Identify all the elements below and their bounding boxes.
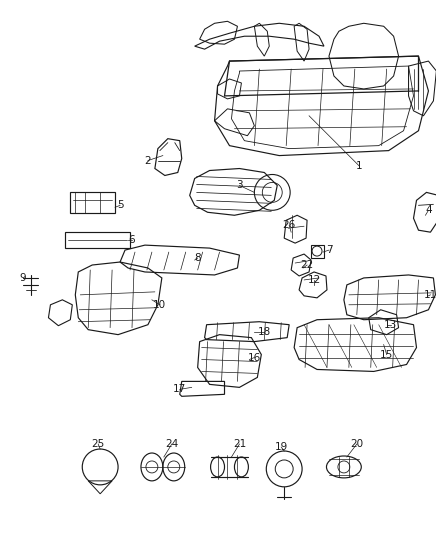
Text: 5: 5 — [117, 200, 124, 211]
Text: 11: 11 — [424, 290, 437, 300]
Text: 20: 20 — [350, 439, 364, 449]
Text: 6: 6 — [129, 235, 135, 245]
Text: 7: 7 — [325, 245, 332, 255]
Text: 26: 26 — [283, 220, 296, 230]
Text: 10: 10 — [153, 300, 166, 310]
Text: 1: 1 — [356, 160, 362, 171]
Text: 3: 3 — [236, 181, 243, 190]
Text: 12: 12 — [307, 275, 321, 285]
Text: 25: 25 — [92, 439, 105, 449]
Text: 8: 8 — [194, 253, 201, 263]
Text: 9: 9 — [19, 273, 26, 283]
Text: 17: 17 — [173, 384, 187, 394]
Text: 13: 13 — [384, 320, 397, 330]
Text: 24: 24 — [165, 439, 178, 449]
Text: 19: 19 — [275, 442, 288, 452]
Text: 4: 4 — [425, 205, 432, 215]
Text: 16: 16 — [248, 352, 261, 362]
Text: 22: 22 — [300, 260, 314, 270]
Text: 15: 15 — [380, 350, 393, 360]
Text: 2: 2 — [145, 156, 151, 166]
Text: 18: 18 — [258, 327, 271, 337]
Text: 21: 21 — [233, 439, 246, 449]
